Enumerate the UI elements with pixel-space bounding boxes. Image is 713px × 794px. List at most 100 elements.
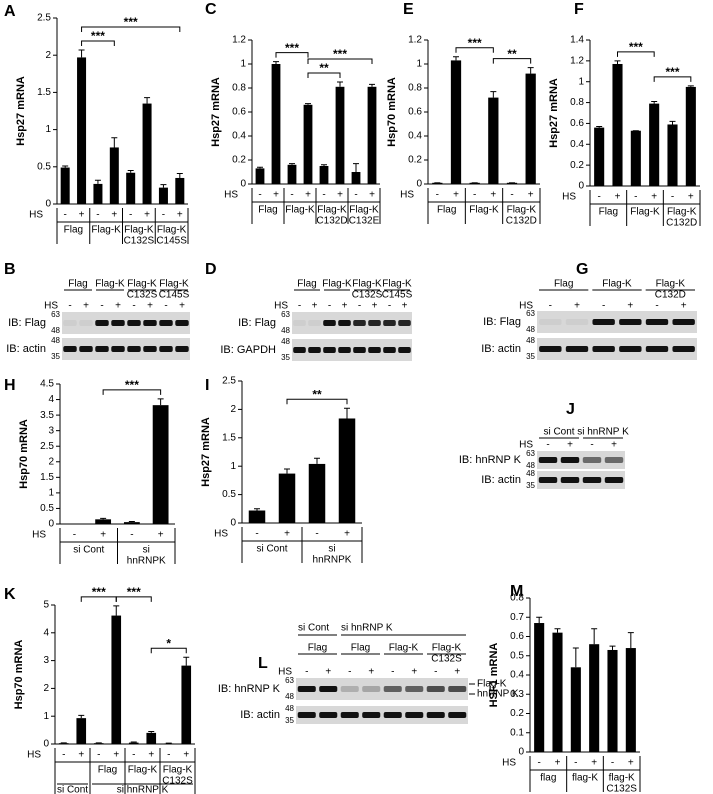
- mw-marker: 35: [526, 352, 535, 361]
- blot-band: [383, 320, 396, 326]
- hs-sign: +: [688, 192, 694, 203]
- significance-label: *: [166, 636, 171, 650]
- y-tick-label: 0.8: [570, 97, 584, 108]
- significance-label: ***: [629, 40, 643, 54]
- hs-sign: +: [555, 758, 561, 769]
- lane-group-label: Flag: [68, 279, 87, 290]
- y-tick-label: 0.2: [408, 155, 422, 166]
- panel-letter: K: [4, 586, 16, 603]
- y-tick-label: 0.4: [570, 139, 584, 150]
- significance-bracket: [275, 52, 309, 58]
- y-tick-label: 0.2: [510, 708, 524, 719]
- significance-label: ***: [91, 29, 105, 43]
- bar: [287, 164, 297, 184]
- section-label: si Cont: [298, 623, 329, 634]
- y-tick-label: 0.6: [232, 107, 246, 118]
- bar: [255, 168, 265, 184]
- hs-sign: -: [574, 758, 577, 769]
- y-tick-label: 1.2: [408, 35, 422, 46]
- hs-label: HS: [224, 190, 238, 201]
- error-bar: [369, 83, 375, 87]
- section-label: si hnRNP K: [341, 623, 393, 634]
- bar: [367, 86, 377, 184]
- panel-letter: G: [576, 261, 588, 278]
- group-label: C132S: [162, 776, 193, 787]
- y-tick-label: 0: [578, 181, 584, 192]
- mw-marker: 35: [51, 352, 60, 361]
- bar: [93, 183, 103, 204]
- hs-sign: +: [158, 530, 164, 541]
- hs-label: HS: [400, 190, 414, 201]
- bar: [594, 127, 605, 186]
- error-bar: [591, 628, 598, 645]
- blot-band: [645, 319, 669, 325]
- hs-sign: +: [372, 301, 378, 312]
- bar: [123, 522, 140, 524]
- blot-band: [560, 457, 580, 463]
- blot-band: [319, 712, 338, 718]
- error-bar: [596, 126, 603, 128]
- mw-marker: 48: [51, 326, 60, 335]
- hs-sign: -: [388, 301, 391, 312]
- blot-band: [63, 320, 77, 326]
- mw-marker: 63: [285, 676, 294, 685]
- group-label: C132E: [349, 216, 380, 227]
- y-tick-label: 3.5: [40, 410, 54, 421]
- hs-sign: +: [411, 667, 417, 678]
- blot-band: [297, 686, 316, 692]
- error-bar: [78, 714, 85, 719]
- hs-label: HS: [29, 210, 43, 221]
- lane-group-label: Flag-K: [432, 643, 462, 654]
- blot-band: [159, 320, 173, 326]
- mw-marker: 35: [526, 481, 535, 490]
- blot-band: [619, 346, 642, 352]
- hs-sign: -: [358, 301, 361, 312]
- significance-label: ***: [92, 585, 106, 599]
- error-bar: [130, 741, 137, 743]
- error-bar: [305, 103, 311, 105]
- bar: [630, 130, 641, 186]
- lane-group-label: Flag-K: [656, 279, 686, 290]
- y-tick-label: 0.3: [510, 689, 524, 700]
- y-tick-label: 2: [230, 404, 236, 415]
- y-axis-label: Hsp70 mRNA: [386, 77, 398, 147]
- hs-sign: -: [537, 758, 540, 769]
- bar: [625, 648, 636, 752]
- bar: [338, 418, 356, 523]
- group-label: C132D: [666, 218, 697, 229]
- blot-band: [308, 320, 321, 326]
- blot-band: [297, 712, 316, 718]
- y-tick-label: 1.2: [232, 35, 246, 46]
- group-label: Flag-K: [667, 207, 697, 218]
- lane-group-label: Flag-K: [95, 279, 125, 290]
- hs-sign: -: [348, 667, 351, 678]
- blot-band: [565, 319, 589, 325]
- hs-sign: +: [113, 750, 119, 761]
- hs-label: HS: [278, 667, 292, 678]
- hs-sign: +: [528, 190, 534, 201]
- hs-label: HS: [44, 301, 58, 312]
- y-tick-label: 0.7: [510, 612, 524, 623]
- lane-group-label: Flag: [297, 279, 316, 290]
- bar: [278, 473, 296, 523]
- blot-membrane: [292, 339, 412, 361]
- blot-band: [175, 346, 189, 352]
- significance-label: ***: [124, 15, 138, 29]
- row-label: IB: actin: [6, 343, 46, 355]
- group-label: Flag: [437, 205, 456, 216]
- bar: [607, 649, 618, 752]
- error-bar: [144, 97, 151, 104]
- blot-band: [79, 320, 93, 326]
- lane-group-label: C132D: [655, 290, 686, 301]
- row-label: IB: Flag: [8, 317, 46, 329]
- error-bar: [353, 163, 359, 172]
- group-label: Flag-K: [630, 207, 660, 218]
- hs-sign: -: [602, 301, 605, 312]
- blot-band: [539, 346, 562, 352]
- hs-sign: +: [273, 190, 279, 201]
- row-label: IB: hnRNP K: [218, 683, 281, 695]
- mw-marker: 48: [281, 326, 290, 335]
- group-label: Flag: [64, 225, 83, 236]
- blot-band: [293, 320, 306, 326]
- bar: [432, 182, 443, 184]
